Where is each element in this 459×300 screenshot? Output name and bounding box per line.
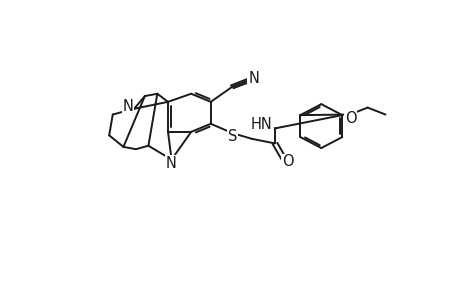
Text: O: O (281, 154, 293, 169)
Text: S: S (228, 128, 237, 143)
Text: N: N (247, 71, 258, 86)
Text: O: O (344, 110, 356, 125)
Text: N: N (165, 155, 176, 170)
Text: HN: HN (250, 117, 272, 132)
Text: N: N (123, 99, 133, 114)
